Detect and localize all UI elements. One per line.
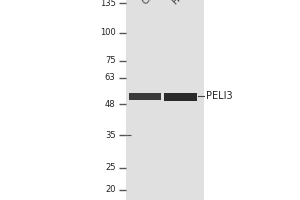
Text: 35: 35: [105, 131, 116, 140]
Text: 135: 135: [100, 0, 116, 8]
Bar: [129, 93, 160, 100]
Text: 20: 20: [105, 185, 116, 194]
Text: 63: 63: [105, 73, 116, 82]
Text: Cerebrum: Cerebrum: [141, 0, 179, 6]
Text: PELI3: PELI3: [206, 91, 232, 101]
Text: 100: 100: [100, 28, 116, 37]
Text: 75: 75: [105, 56, 116, 65]
Text: 48: 48: [105, 100, 116, 109]
Bar: [126, 0, 204, 200]
Bar: [164, 93, 196, 101]
Text: Heart: Heart: [171, 0, 195, 6]
Text: 25: 25: [105, 163, 116, 172]
